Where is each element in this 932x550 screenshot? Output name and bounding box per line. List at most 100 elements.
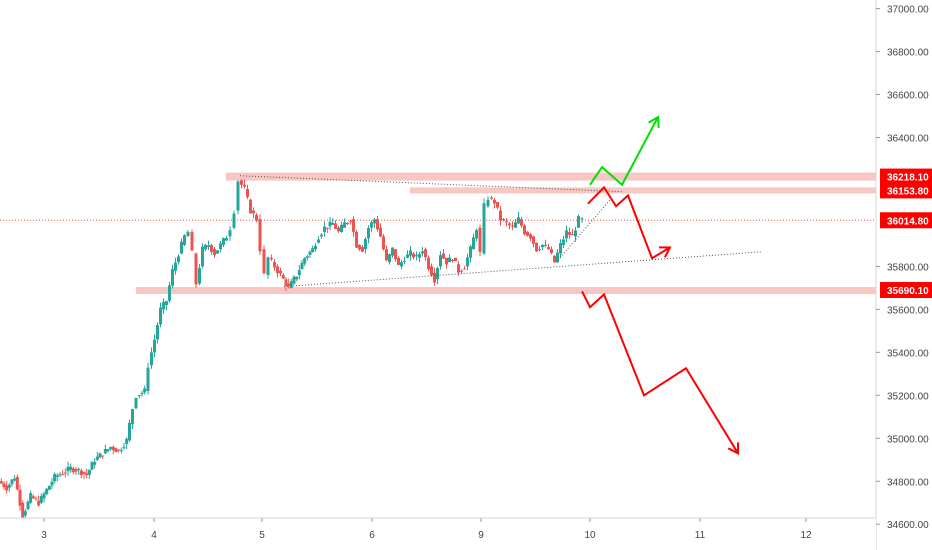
candle-body-down [249,199,252,214]
candle-body-down [457,264,460,273]
candle-body-down [382,236,385,250]
candle-body-down [287,283,291,287]
price-level-label: 36014.80 [887,216,929,227]
candle-body-up [134,398,138,409]
candle-body-up [331,222,335,225]
candle-body-up [469,246,472,258]
candle-body-down [427,257,430,270]
candle-body-up [370,222,373,228]
candle-body-down [34,498,38,500]
candle-body-down [85,473,89,476]
candle-body-up [122,447,126,449]
price-tick-label: 34800.00 [887,477,929,488]
candle-body-up [574,230,577,237]
candle-body-up [391,247,394,256]
candle-body-down [82,471,86,474]
candle-body-up [42,493,46,499]
candle-body-up [180,241,183,254]
candle-body-up [517,217,520,224]
candle-body-up [580,218,584,220]
price-tick-label: 35400.00 [887,348,929,359]
candle-body-up [183,235,186,245]
candle-body-down [433,272,436,283]
candle-body-up [153,339,156,353]
candle-body-up [140,392,144,394]
candle-body-down [21,502,25,519]
time-tick-label: 10 [584,530,596,541]
candle-body-down [379,227,382,237]
candle-body-down [334,223,337,229]
candle-body-up [232,213,236,228]
candle-body-up [198,268,201,284]
candle-body-down [424,249,427,258]
triangle-lower-trendline [283,251,763,288]
candle-body-up [388,254,391,263]
candle-body-up [373,219,376,224]
candle-body-down [337,227,340,232]
candle-body-up [90,462,94,470]
candle-body-up [207,245,210,248]
candle-body-down [5,485,9,491]
candle-body-up [409,250,412,256]
candle-body-up [346,222,349,224]
candle-body-up [45,488,49,495]
candle-body-down [454,257,457,262]
candle-body-up [415,255,418,257]
candle-body-up [165,301,168,306]
candle-body-up [305,256,309,258]
candle-body-down [352,219,355,232]
triangle-upper-trendline [239,175,623,193]
time-tick-label: 5 [259,530,265,541]
price-level-badge [880,182,932,199]
candle-body-down [114,448,118,453]
candle-body-down [213,249,216,256]
candle-body-up [266,257,270,275]
candle-body-up [320,234,323,237]
candle-body-up [159,307,162,325]
candle-body-up [128,422,131,441]
candle-body-up [475,230,478,239]
candle-body-up [406,254,409,258]
candle-body-up [544,244,547,246]
time-tick-label: 11 [695,530,706,541]
bullish-projection-arrow [589,116,659,187]
bearish-projection-arrow-short [587,185,671,260]
candle-body-up [421,251,424,254]
candle-body-up [562,239,565,245]
candle-body-up [367,227,370,239]
candle-body-down [262,249,266,274]
candle-body-down [276,266,279,274]
candle-body-up [364,239,367,250]
candle-body-up [311,248,315,253]
candle-body-up [171,269,174,286]
price-tick-label: 35200.00 [887,391,929,402]
candle-body-up [323,226,326,233]
candle-body-up [541,244,544,248]
candle-body-down [385,249,388,261]
candle-body-up [482,203,486,254]
candle-body-down [460,270,463,272]
candle-body-up [87,469,91,475]
price-tick-label: 35000.00 [887,434,929,445]
candle-body-up [418,254,421,258]
candle-body-down [502,219,505,221]
candle-body-down [101,455,105,457]
candle-body-up [439,255,442,267]
candle-body-down [553,255,556,263]
price-tick-label: 36600.00 [887,91,929,102]
price-tick-label: 36800.00 [887,48,929,59]
candle-body-up [219,243,222,250]
time-tick-label: 3 [41,530,47,541]
candle-body-up [109,446,113,450]
candle-body-up [119,450,123,452]
candle-body-down [526,232,529,236]
candle-body-down [451,259,454,261]
candle-body-down [550,249,553,254]
candle-body-down [394,249,397,260]
candle-body-down [190,232,194,251]
candle-body-down [270,257,273,260]
candle-body-up [26,501,30,510]
bullish-projection-arrow-head [648,115,660,129]
